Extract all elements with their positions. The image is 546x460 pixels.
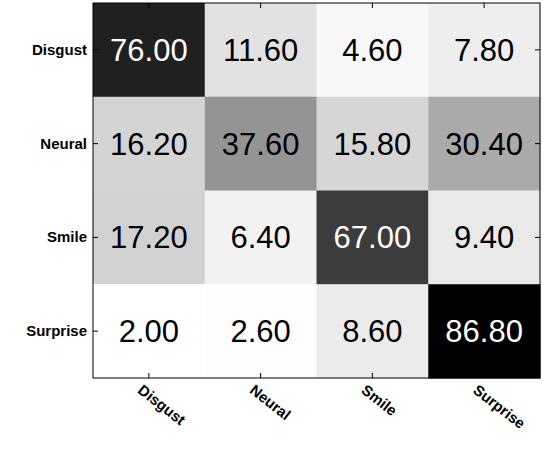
tick: [535, 143, 540, 144]
cell: [428, 3, 540, 97]
cell-label: 67.00: [334, 220, 412, 255]
cell-labels: 76.00 11.60 4.60 7.80 16.20 37.60 15.80 30.40 17…: [110, 33, 523, 349]
tick: [484, 3, 485, 8]
cell: [317, 3, 429, 97]
tick: [260, 3, 261, 8]
tick: [93, 331, 98, 332]
row-label: Smile: [47, 228, 87, 245]
cell-label: 86.80: [445, 314, 523, 349]
cell-label: 11.60: [223, 33, 298, 68]
column-label: Disgust: [135, 381, 189, 428]
tick: [93, 237, 98, 238]
cell: [428, 191, 540, 285]
row-label: Disgust: [32, 41, 87, 58]
cell-label: 37.60: [222, 127, 300, 162]
cell-label: 9.40: [454, 220, 514, 255]
cell: [205, 3, 317, 97]
cell: [428, 97, 540, 191]
tick: [535, 331, 540, 332]
axes: Disgust Neural Smile Surprise Disgust Neural S…: [26, 3, 540, 432]
tick: [93, 49, 98, 50]
cell-label: 76.00: [110, 33, 188, 68]
cell-label: 8.60: [342, 314, 402, 349]
cell: [428, 284, 540, 378]
cell-label: 2.00: [119, 314, 179, 349]
cell-label: 7.80: [454, 33, 514, 68]
cell-label: 16.20: [110, 127, 188, 162]
column-label: Neural: [247, 381, 294, 423]
cell: [205, 97, 317, 191]
tick: [148, 373, 149, 378]
chart: 76.00 11.60 4.60 7.80 16.20 37.60 15.80 30.40 17…: [0, 0, 546, 460]
cell-label: 4.60: [342, 33, 402, 68]
tick: [372, 3, 373, 8]
cell-label: 30.40: [445, 127, 523, 162]
cell: [317, 97, 429, 191]
column-label: Smile: [359, 381, 401, 419]
cell: [93, 3, 205, 97]
tick: [260, 373, 261, 378]
cell: [205, 284, 317, 378]
cell-label: 15.80: [334, 127, 412, 162]
cell-label: 2.60: [230, 314, 290, 349]
tick: [372, 373, 373, 378]
row-label: Surprise: [26, 322, 87, 339]
row-label: Neural: [40, 135, 87, 152]
frame: [93, 3, 540, 378]
cells: [93, 3, 541, 379]
cell: [93, 284, 205, 378]
tick: [93, 143, 98, 144]
tick: [148, 3, 149, 8]
column-label: Surprise: [470, 381, 528, 432]
tick: [484, 373, 485, 378]
cell: [317, 284, 429, 378]
cell: [317, 191, 429, 285]
cell: [93, 191, 205, 285]
cell-label: 6.40: [230, 220, 290, 255]
cell-label: 17.20: [110, 220, 188, 255]
cell: [93, 97, 205, 191]
cell: [205, 191, 317, 285]
tick: [535, 237, 540, 238]
tick: [535, 49, 540, 50]
